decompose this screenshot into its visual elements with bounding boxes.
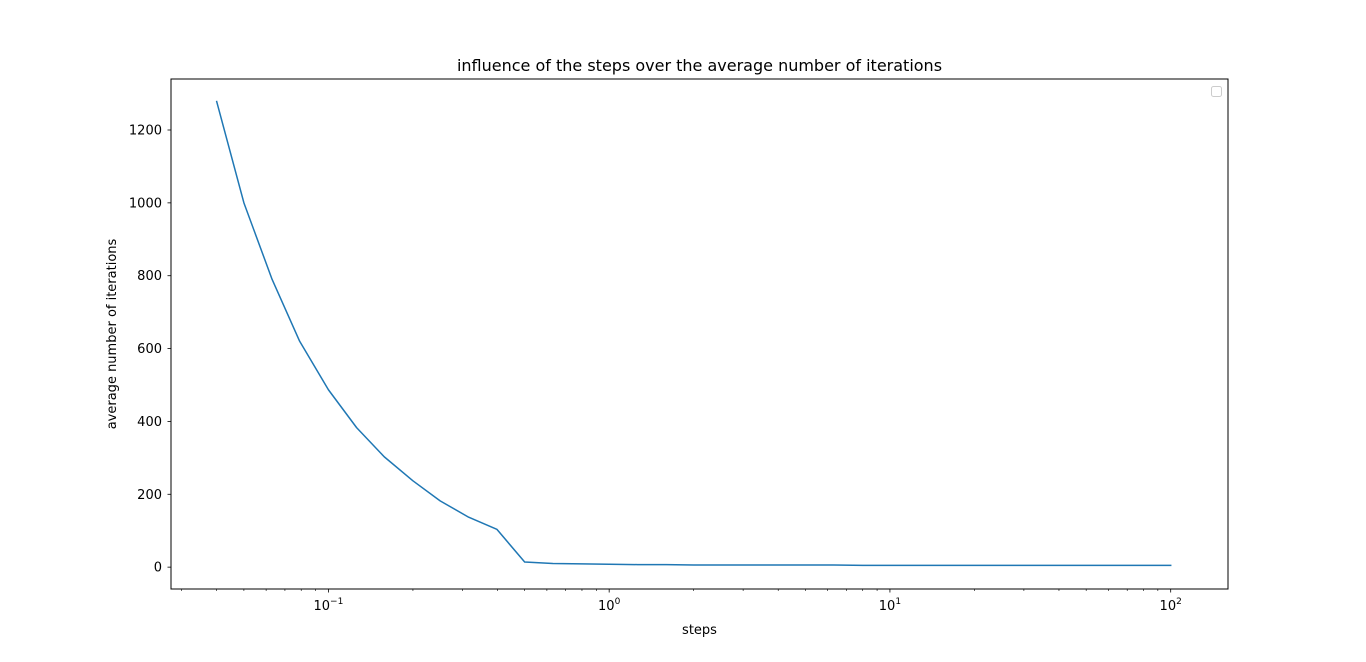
x-axis: 10−1 100 101 102 — [181, 589, 1182, 614]
y-tick-label: 200 — [137, 488, 162, 503]
x-tick-label: 10−1 — [313, 597, 343, 614]
y-tick-label: 800 — [137, 269, 162, 284]
chart-title: influence of the steps over the average … — [457, 56, 942, 75]
y-tick-label: 0 — [154, 561, 162, 576]
y-axis-label: average number of iterations — [105, 238, 120, 429]
axes-frame — [170, 78, 1229, 590]
x-tick-label: 102 — [1160, 597, 1182, 614]
y-tick-label: 400 — [137, 415, 162, 430]
x-tick-label: 100 — [598, 597, 621, 614]
y-tick-label: 1000 — [129, 196, 162, 211]
x-tick-label: 101 — [879, 597, 901, 614]
y-tick-label: 600 — [137, 342, 162, 357]
plot-area — [215, 100, 1172, 567]
series-line-0 — [215, 100, 1172, 567]
y-axis: 0 200 400 600 800 1000 1200 — [129, 124, 171, 576]
x-axis-label: steps — [682, 623, 717, 638]
legend-box — [1211, 86, 1222, 97]
y-tick-label: 1200 — [129, 124, 162, 139]
